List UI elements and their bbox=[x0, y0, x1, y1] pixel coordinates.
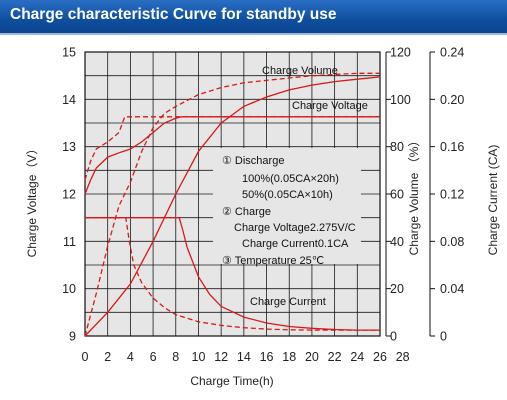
curve-charge-volume-dashed bbox=[84, 72, 380, 337]
x-tick-label: 12 bbox=[214, 350, 228, 364]
volume-tick-label: 60 bbox=[390, 188, 404, 202]
current-tick-label: 0 bbox=[440, 330, 447, 344]
volume-tick-label: 120 bbox=[390, 46, 411, 60]
x-tick-label: 14 bbox=[237, 350, 251, 364]
x-tick-label: 6 bbox=[150, 350, 157, 364]
header-rule bbox=[0, 33, 507, 35]
curves bbox=[84, 72, 381, 337]
x-tick-label: 18 bbox=[282, 350, 296, 364]
volume-tick-label: 0 bbox=[390, 330, 397, 344]
x-tick-label: 24 bbox=[350, 350, 364, 364]
voltage-tick-label: 10 bbox=[62, 282, 76, 296]
voltage-tick-label: 13 bbox=[62, 140, 76, 154]
y-axis-label-voltage: Charge Voltage（V） bbox=[25, 143, 39, 258]
x-tick-label: 28 bbox=[396, 350, 410, 364]
voltage-tick-label: 9 bbox=[69, 330, 76, 344]
x-tick-label: 16 bbox=[260, 350, 274, 364]
chart-title: Charge characteristic Curve for standby … bbox=[10, 6, 337, 23]
current-tick-label: 0.16 bbox=[440, 140, 464, 154]
x-tick-label: 8 bbox=[172, 350, 179, 364]
y-axis-label-current: Charge Current (CA) bbox=[486, 145, 500, 256]
curve-charge-volume-solid bbox=[84, 76, 381, 337]
annotation-line: ② Charge bbox=[222, 206, 271, 218]
volume-tick-label: 40 bbox=[390, 235, 404, 249]
annotation-block: ① Discharge 100%(0.05CA×20h) 50%(0.05CA×10… bbox=[222, 155, 356, 267]
label-charge-voltage: Charge Voltage bbox=[292, 100, 368, 112]
x-tick-label: 2 bbox=[104, 350, 111, 364]
current-tick-label: 0.12 bbox=[440, 188, 464, 202]
x-tick-label: 20 bbox=[305, 350, 319, 364]
annotation-line: Charge Current0.1CA bbox=[242, 238, 349, 250]
y-axis-label-volume: Charge Volume （%） bbox=[407, 135, 421, 256]
voltage-tick-label: 11 bbox=[63, 235, 76, 249]
voltage-tick-label: 12 bbox=[62, 188, 76, 202]
curve-charge-voltage-solid bbox=[84, 116, 380, 195]
curve-charge-current-solid bbox=[85, 217, 380, 331]
annotation-line: Charge Voltage2.275V/C bbox=[234, 222, 356, 234]
voltage-tick-label: 14 bbox=[62, 93, 76, 107]
volume-tick-label: 80 bbox=[390, 140, 404, 154]
annotation-line: ③ Temperature 25℃ bbox=[222, 255, 324, 267]
tick-labels: 0 2 4 6 8 10 12 14 16 18 20 22 24 26 28910111213141502… bbox=[62, 46, 464, 365]
x-tick-label: 22 bbox=[328, 350, 342, 364]
x-tick-label: 10 bbox=[192, 350, 206, 364]
current-tick-label: 0.08 bbox=[440, 235, 464, 249]
annotation-line: 50%(0.05CA×10h) bbox=[242, 189, 333, 201]
current-tick-label: 0.24 bbox=[440, 46, 464, 60]
header-bar: Charge characteristic Curve for standby … bbox=[0, 0, 507, 33]
x-tick-label: 4 bbox=[127, 350, 134, 364]
current-tick-label: 0.04 bbox=[440, 282, 464, 296]
label-charge-volume: Charge Volume bbox=[262, 65, 338, 77]
volume-tick-label: 100 bbox=[390, 93, 411, 107]
annotation-box bbox=[213, 148, 361, 264]
curve-charge-current-dashed bbox=[85, 217, 380, 331]
x-tick-label: 26 bbox=[373, 350, 387, 364]
annotation-line: 100%(0.05CA×20h) bbox=[242, 173, 339, 185]
volume-tick-label: 20 bbox=[390, 282, 404, 296]
voltage-tick-label: 15 bbox=[62, 46, 76, 60]
x-axis-label: Charge Time(h) bbox=[190, 374, 273, 388]
curve-charge-voltage-dashed bbox=[84, 116, 380, 180]
x-tick-label: 0 bbox=[82, 350, 89, 364]
label-charge-current: Charge Current bbox=[250, 296, 326, 308]
current-tick-label: 0.20 bbox=[440, 93, 464, 107]
annotation-line: ① Discharge bbox=[222, 155, 284, 167]
